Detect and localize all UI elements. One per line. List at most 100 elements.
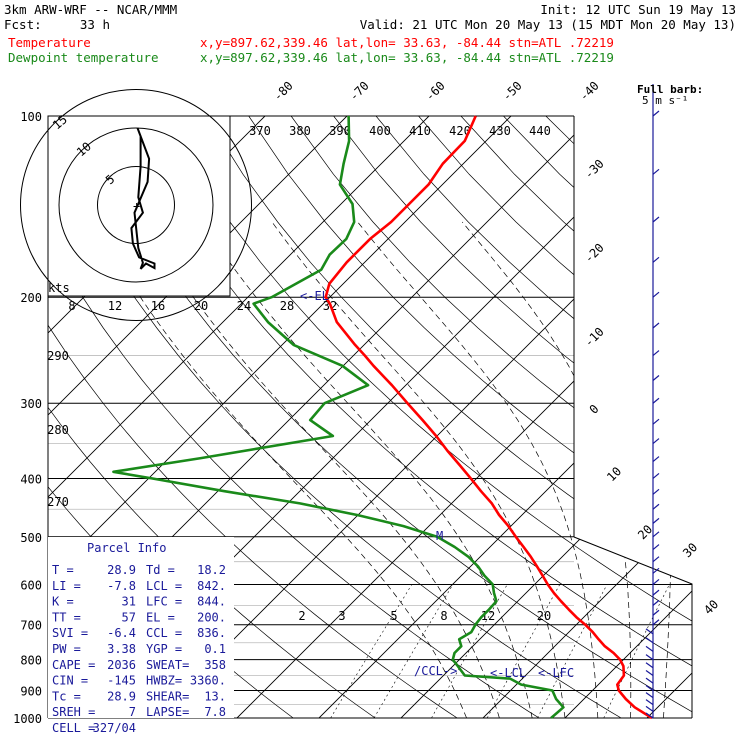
dry-adiabat [672,116,692,718]
theta-tick-label: 430 [489,124,511,138]
pressure-tick-label: 400 [20,472,42,486]
isotherm-tick-label: 10 [604,464,624,484]
model-title: 3km ARW-WRF -- NCAR/MMM [4,2,177,17]
parcel-row-value: 327/04 [93,721,136,735]
dry-adiabat [48,116,622,718]
parcel-info-title: Parcel Info [87,541,166,555]
parcel-row-value: 2036 [107,658,136,672]
pressure-tick-label: 200 [20,291,42,305]
isotherm-line [482,116,692,718]
hodograph-ring [97,166,175,244]
parcel-info-bg [48,537,234,718]
moist-adiabat [94,221,467,718]
parcel-row-label-2: LCL = [146,579,182,593]
wind-barb [652,531,660,538]
wind-barb [652,556,660,563]
isotherm-tick-label: 20 [635,522,655,542]
dry-adiabat [545,116,692,718]
mixing-ratio-line [431,584,508,718]
el-marker: <-EL [300,289,329,303]
parcel-row-label-2: Td = [146,563,175,577]
hodograph-trace [130,127,156,270]
dry-adiabat [78,116,692,718]
isotherm-line [318,116,692,718]
wind-barb [645,637,654,644]
dry-adiabat [163,116,692,718]
parcel-row-value: 3.38 [107,642,136,656]
pressure-tick-label: 300 [20,397,42,411]
mixing-ratio-line [603,584,670,718]
mixing-ratio-label-upper: 24 [237,299,251,313]
moist-adiabat [271,221,566,718]
temperature-trace [324,115,653,720]
isotherm-tick-label: -30 [582,157,607,182]
parcel-row-value: -145 [107,674,136,688]
parcel-row-value: -6.4 [107,626,136,640]
dewpoint-trace [112,115,565,719]
pressure-tick-label: 800 [20,654,42,668]
isotherm-line [729,116,740,718]
parcel-row-value-2: 358 [204,658,226,672]
dry-adiabat [716,116,740,718]
mixing-ratio-label-lower: 2 [298,609,305,623]
isotherm-tick-label: 30 [680,540,700,560]
isotherm-line [48,116,348,718]
lfc-marker: <-LFC [538,666,574,680]
full-barb-units: 5 m s⁻¹ [642,94,688,107]
parcel-row-label: TT = [52,610,81,624]
wind-barb [652,488,660,495]
wind-barb [645,645,654,652]
full-barb-label: Full barb: [637,83,703,96]
parcel-row-value: 28.9 [107,563,136,577]
wind-barb-column [645,84,660,719]
wind-barb [652,544,660,550]
dry-adiabat [248,116,692,718]
isotherm-line [154,116,692,718]
wind-barb [645,628,654,635]
parcel-row-label: CELL = [52,721,95,735]
mixing-ratio-line [373,584,454,718]
theta-tick-label-left: 270 [47,495,69,509]
wind-barb [645,705,654,712]
parcel-row-label: T = [52,563,74,577]
dry-adiabat [290,116,692,718]
mixing-ratio-label-lower: 3 [338,609,345,623]
parcel-row-value-2: 18.2 [197,563,226,577]
isotherm-line [236,116,692,718]
moist-adiabat [357,221,599,718]
wind-barb [652,291,660,298]
wind-barb [645,662,654,669]
theta-tick-label: 410 [409,124,431,138]
wind-barb [652,589,660,596]
moist-adiabat [201,221,533,718]
wind-barb [652,418,660,425]
parcel-row-value-2: 844. [197,595,226,609]
parcel-row-value-2: 3360. [190,674,226,688]
parcel-row-value-2: 842. [197,579,226,593]
parcel-row-value: 31 [122,595,136,609]
parcel-row-value: -7.8 [107,579,136,593]
dry-adiabat [630,116,692,718]
wind-barb [645,684,654,691]
theta-tick-label: 440 [529,124,551,138]
dry-adiabat [333,116,692,718]
sounding-traces [112,115,653,720]
mixing-ratio-label-lower: 8 [440,609,447,623]
dry-adiabat [121,116,692,718]
lcl-marker: <-LCL [490,666,526,680]
parcel-row-label-2: EL = [146,610,175,624]
hodograph-frame [47,115,231,297]
wind-barb [652,578,660,585]
wind-barb [645,692,654,699]
wind-barb [652,619,660,626]
dewpoint-legend-label: Dewpoint temperature [8,50,159,65]
temperature-legend-info: x,y=897.62,339.46 lat,lon= 33.63, -84.44… [200,35,614,50]
wind-barb [652,322,660,329]
parcel-row-value-2: 7.8 [204,705,226,719]
dry-adiabat [48,116,458,718]
forecast-label: Fcst: [4,17,42,32]
wind-barb [645,677,654,684]
parcel-row-value: 7 [129,705,136,719]
